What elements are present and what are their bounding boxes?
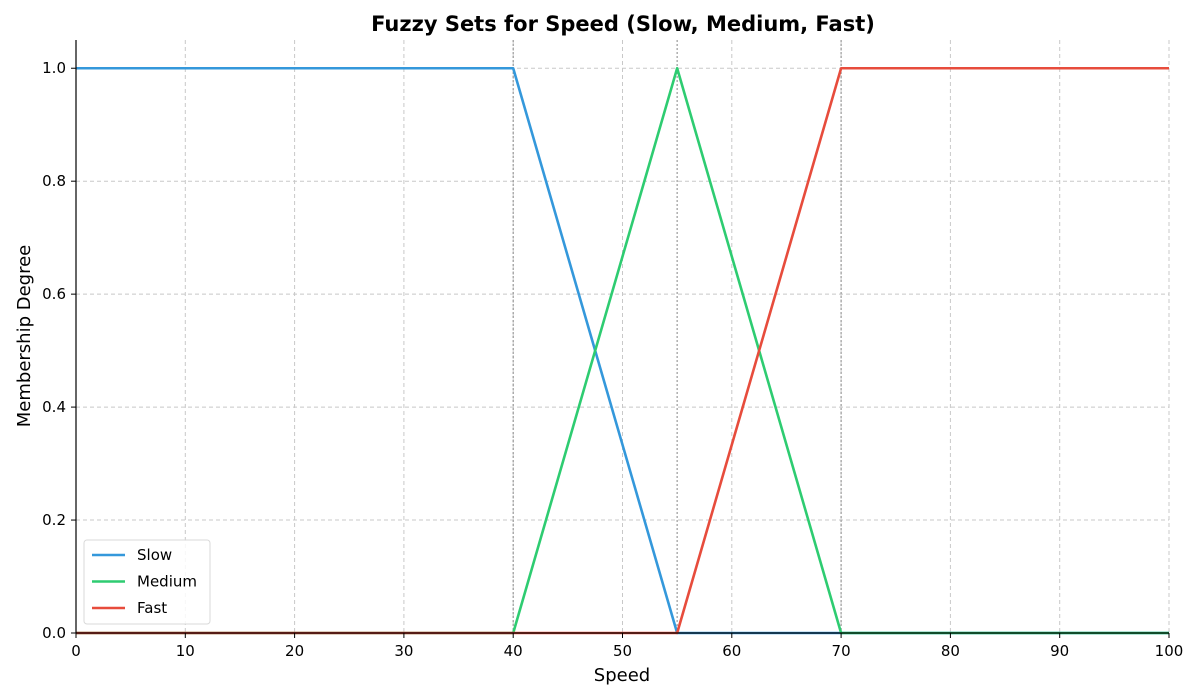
chart-title: Fuzzy Sets for Speed (Slow, Medium, Fast… bbox=[371, 12, 875, 36]
x-tick-label: 10 bbox=[176, 642, 195, 660]
legend-label-slow: Slow bbox=[137, 546, 172, 564]
y-tick-label: 0.4 bbox=[42, 398, 66, 416]
x-tick-label: 0 bbox=[71, 642, 81, 660]
grid bbox=[75, 40, 1170, 634]
y-tick-label: 1.0 bbox=[42, 59, 66, 77]
y-ticks: 0.0 0.2 0.4 0.6 0.8 1.0 bbox=[42, 59, 76, 642]
legend-box bbox=[83, 539, 211, 625]
x-tick-label: 50 bbox=[613, 642, 632, 660]
y-tick-label: 0.2 bbox=[42, 511, 66, 529]
x-axis-label: Speed bbox=[594, 665, 650, 686]
x-ticks: 0 10 20 30 40 50 60 70 80 90 100 bbox=[71, 633, 1183, 660]
legend-label-fast: Fast bbox=[137, 599, 167, 617]
legend: Slow Medium Fast bbox=[83, 539, 211, 625]
x-tick-label: 80 bbox=[941, 642, 960, 660]
x-tick-label: 40 bbox=[504, 642, 523, 660]
y-tick-label: 0.8 bbox=[42, 172, 66, 190]
legend-label-medium: Medium bbox=[137, 573, 197, 591]
y-tick-label: 0.6 bbox=[42, 285, 66, 303]
y-tick-label: 0.0 bbox=[42, 624, 66, 642]
x-tick-label: 70 bbox=[832, 642, 851, 660]
x-tick-label: 60 bbox=[722, 642, 741, 660]
x-tick-label: 90 bbox=[1050, 642, 1069, 660]
y-axis-label: Membership Degree bbox=[14, 245, 35, 428]
x-tick-label: 100 bbox=[1155, 642, 1184, 660]
x-tick-label: 20 bbox=[285, 642, 304, 660]
reference-lines bbox=[512, 40, 842, 633]
x-tick-label: 30 bbox=[394, 642, 413, 660]
